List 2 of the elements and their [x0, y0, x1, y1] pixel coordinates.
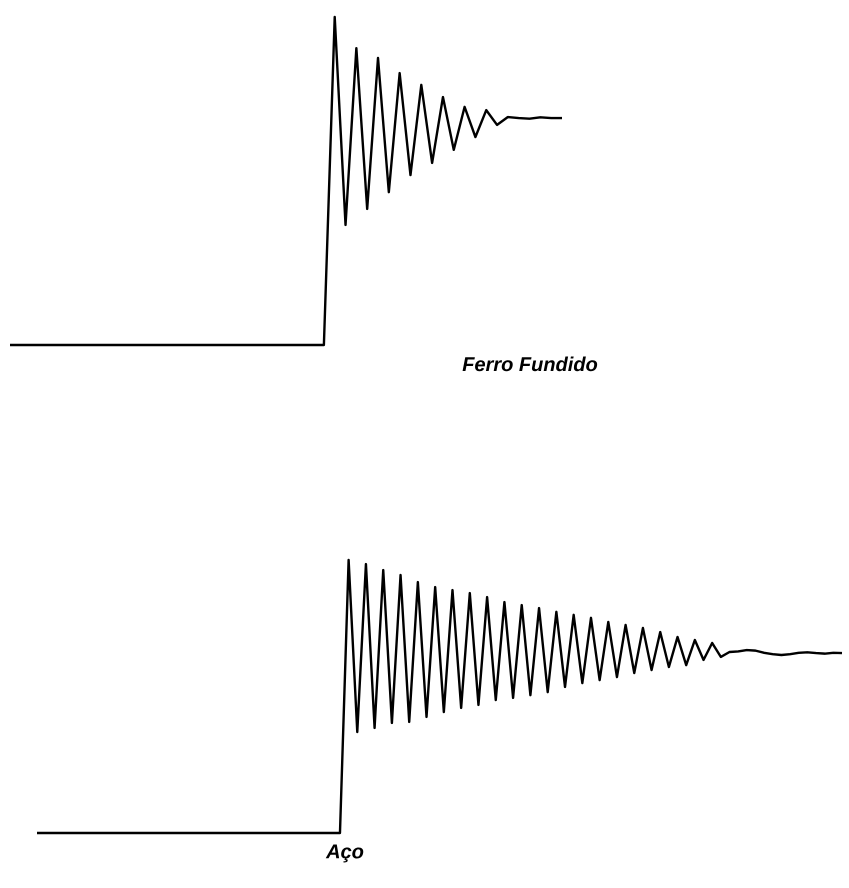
- text: Aço: [326, 844, 364, 862]
- text: Ferro Fundido: [462, 356, 598, 372]
